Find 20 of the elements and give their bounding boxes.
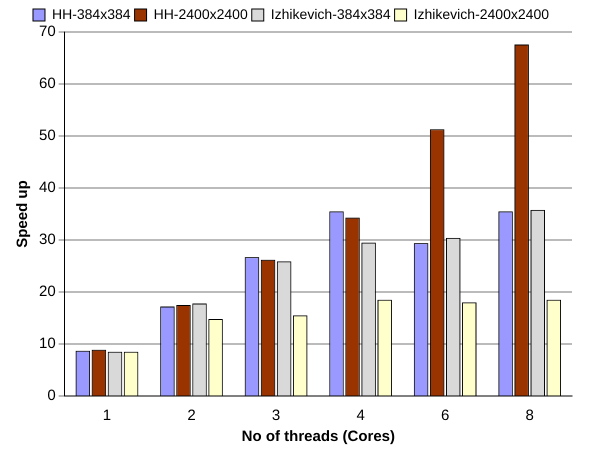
y-tick-label: 20 — [38, 283, 56, 300]
x-tick-label: 4 — [356, 407, 365, 424]
x-tick-label: 2 — [187, 407, 196, 424]
legend-label: HH-2400x2400 — [154, 6, 248, 22]
y-tick-label: 30 — [38, 231, 56, 248]
legend-label: Izhikevich-2400x2400 — [414, 6, 550, 22]
y-tick-label: 60 — [38, 75, 56, 92]
x-tick-label: 3 — [272, 407, 280, 424]
y-tick-label: 40 — [38, 179, 56, 196]
legend-label: Izhikevich-384x384 — [270, 6, 391, 22]
y-tick-label: 10 — [38, 335, 56, 352]
y-tick-label: 70 — [38, 23, 56, 40]
y-axis-title: Speed up — [14, 180, 32, 248]
y-tick-label: 0 — [47, 387, 56, 404]
y-tick-label: 50 — [38, 127, 56, 144]
x-tick-label: 6 — [441, 407, 450, 424]
x-tick-label: 8 — [526, 407, 534, 424]
x-axis-title: No of threads (Cores) — [242, 428, 396, 446]
legend-label: HH-384x384 — [52, 6, 131, 22]
x-tick-label: 1 — [102, 407, 112, 424]
